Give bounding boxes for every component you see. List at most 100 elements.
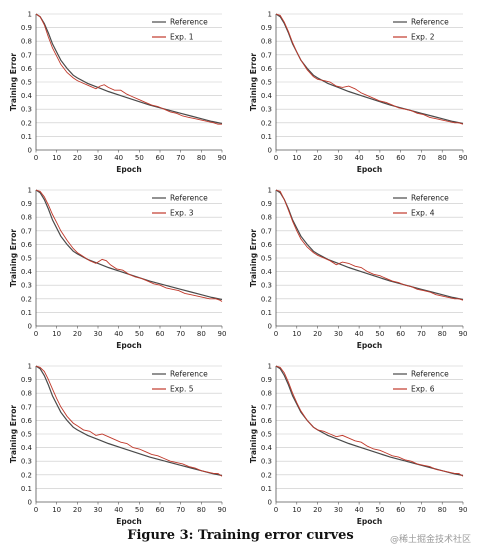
y-tick-label: 0.7 <box>261 51 272 59</box>
y-tick-label: 0.6 <box>261 241 273 249</box>
series-line-reference <box>35 365 223 477</box>
y-tick-label: 0.9 <box>21 24 32 32</box>
y-tick-label: 0.4 <box>261 268 273 276</box>
series-line-experiment <box>275 189 464 301</box>
y-tick-label: 0.4 <box>21 92 33 100</box>
y-tick-label: 0 <box>28 323 32 331</box>
y-tick-label: 0.2 <box>261 295 272 303</box>
x-tick-label: 80 <box>197 330 206 338</box>
y-tick-label: 0.1 <box>261 133 272 141</box>
y-tick-label: 0 <box>28 499 32 507</box>
y-tick-label: 0.8 <box>261 214 272 222</box>
x-tick-label: 30 <box>94 506 103 514</box>
x-tick-label: 0 <box>34 506 38 514</box>
x-tick-label: 50 <box>375 154 384 162</box>
y-tick-label: 0.4 <box>21 444 33 452</box>
legend-entry: Reference <box>411 370 449 379</box>
y-tick-label: 0.6 <box>261 417 273 425</box>
y-tick-label: 0.7 <box>21 227 32 235</box>
x-tick-label: 60 <box>156 330 165 338</box>
series-line-experiment <box>35 365 223 477</box>
y-axis-label: Training Error <box>249 405 258 464</box>
x-tick-label: 30 <box>94 154 103 162</box>
y-tick-label: 0.5 <box>21 79 32 87</box>
x-tick-label: 70 <box>417 506 426 514</box>
legend-entry: Reference <box>170 194 208 203</box>
series-line-reference <box>35 13 223 125</box>
x-tick-label: 40 <box>355 506 364 514</box>
y-tick-label: 0.8 <box>21 38 32 46</box>
chart-panel-2: 00.10.20.30.40.50.60.70.80.910 10 20 30 40 50… <box>249 11 467 175</box>
x-tick-label: 10 <box>52 154 61 162</box>
x-tick-label: 0 <box>274 330 278 338</box>
y-tick-label: 0.1 <box>21 485 32 493</box>
x-tick-label: 40 <box>114 154 123 162</box>
y-tick-label: 0 <box>28 147 32 155</box>
y-tick-label: 0.9 <box>261 376 272 384</box>
legend-entry: Exp. 2 <box>411 33 435 42</box>
y-tick-label: 0.2 <box>21 119 32 127</box>
y-axis-label: Training Error <box>249 229 258 288</box>
legend-entry: Exp. 5 <box>170 385 194 394</box>
y-tick-label: 0.5 <box>261 255 272 263</box>
y-tick-label: 1 <box>268 363 272 371</box>
y-tick-label: 0.5 <box>261 79 272 87</box>
y-tick-label: 0.4 <box>261 92 273 100</box>
x-tick-label: 20 <box>313 330 322 338</box>
y-tick-label: 0 <box>268 499 272 507</box>
x-tick-label: 20 <box>313 506 322 514</box>
y-tick-label: 0.8 <box>21 390 32 398</box>
x-tick-label: 0 <box>34 330 38 338</box>
x-tick-label: 60 <box>156 154 165 162</box>
x-axis-label: Epoch <box>357 165 382 174</box>
y-tick-label: 0.6 <box>261 65 273 73</box>
x-tick-label: 50 <box>135 330 144 338</box>
y-tick-label: 1 <box>28 11 32 19</box>
x-tick-label: 90 <box>218 330 227 338</box>
y-tick-label: 0.5 <box>21 431 32 439</box>
series-line-experiment <box>35 13 222 125</box>
x-tick-label: 20 <box>313 154 322 162</box>
y-tick-label: 0.4 <box>261 444 273 452</box>
y-tick-label: 0.1 <box>21 133 32 141</box>
y-tick-label: 0.1 <box>261 485 272 493</box>
x-tick-label: 70 <box>417 154 426 162</box>
x-axis-label: Epoch <box>357 341 382 350</box>
x-tick-label: 90 <box>218 506 227 514</box>
y-tick-label: 0.6 <box>21 65 33 73</box>
y-tick-label: 0.7 <box>261 227 272 235</box>
x-tick-label: 50 <box>135 154 144 162</box>
x-tick-label: 80 <box>197 154 206 162</box>
x-tick-label: 10 <box>292 506 301 514</box>
y-tick-label: 0.3 <box>261 106 272 114</box>
y-tick-label: 0.2 <box>21 471 32 479</box>
x-tick-label: 90 <box>459 330 468 338</box>
x-tick-label: 30 <box>94 330 103 338</box>
x-tick-label: 70 <box>176 154 185 162</box>
y-tick-label: 0.3 <box>261 282 272 290</box>
legend-entry: Reference <box>411 194 449 203</box>
x-tick-label: 90 <box>459 506 468 514</box>
y-tick-label: 0.7 <box>21 403 32 411</box>
x-tick-label: 70 <box>176 330 185 338</box>
x-tick-label: 10 <box>52 330 61 338</box>
x-axis-label: Epoch <box>357 517 382 526</box>
legend-entry: Exp. 4 <box>411 209 435 218</box>
y-tick-label: 0.9 <box>21 376 32 384</box>
series-line-reference <box>275 365 464 477</box>
x-tick-label: 50 <box>375 330 384 338</box>
x-tick-label: 30 <box>334 154 343 162</box>
legend-entry: Exp. 1 <box>170 33 194 42</box>
y-axis-label: Training Error <box>249 53 258 112</box>
x-tick-label: 0 <box>274 154 278 162</box>
x-tick-label: 60 <box>396 330 405 338</box>
x-tick-label: 80 <box>438 330 447 338</box>
y-tick-label: 0.1 <box>261 309 272 317</box>
series-line-reference <box>35 189 223 301</box>
x-tick-label: 10 <box>292 330 301 338</box>
legend-entry: Exp. 6 <box>411 385 435 394</box>
x-tick-label: 90 <box>218 154 227 162</box>
chart-panel-5: 00.10.20.30.40.50.60.70.80.910 10 20 30 40 50… <box>9 363 226 527</box>
x-tick-label: 20 <box>73 330 82 338</box>
y-tick-label: 0.8 <box>261 390 272 398</box>
